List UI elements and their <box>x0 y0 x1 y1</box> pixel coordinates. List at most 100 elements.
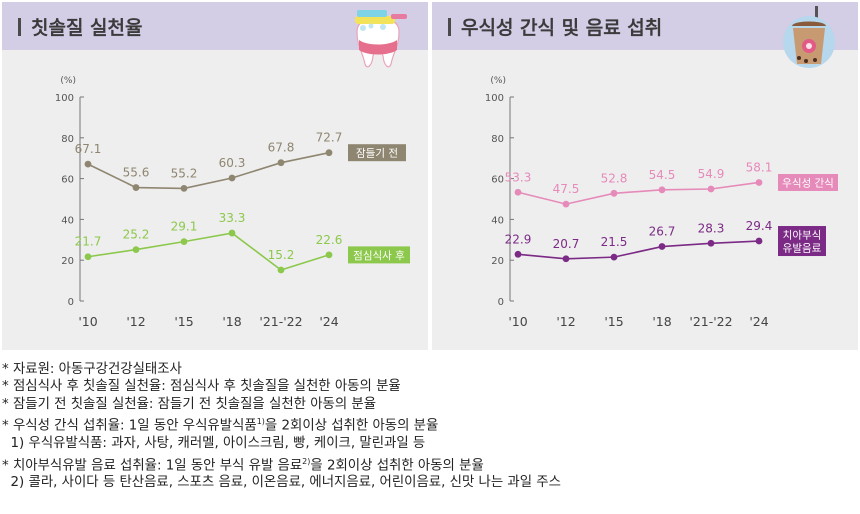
data-label: 54.9 <box>698 167 725 181</box>
toothbrushing-panel: 칫솔질 실천율 0 20 40 60 80 100 (%) '10 '12 '15 '18 '21-'… <box>2 2 428 350</box>
data-point <box>84 253 92 261</box>
data-label: 54.5 <box>649 168 676 182</box>
x-tick-label: '15 <box>174 314 193 329</box>
data-point <box>562 255 570 263</box>
data-label: 33.3 <box>219 211 246 225</box>
y-tick-label: 20 <box>61 256 74 267</box>
legend-box <box>778 226 826 257</box>
x-tick-label: '12 <box>126 314 145 329</box>
data-label: 22.9 <box>505 232 532 246</box>
data-point <box>514 250 522 258</box>
tooth-brush-icon <box>355 10 407 68</box>
data-point <box>325 251 333 259</box>
x-tick-label: '10 <box>508 314 527 329</box>
y-unit-label: (%) <box>60 76 76 86</box>
panel-title: 우식성 간식 및 음료 섭취 <box>448 13 662 40</box>
x-tick-label: '12 <box>556 314 575 329</box>
footnote-line: * 치아부식유발 음료 섭취율: 1일 동안 부식 유발 음료2)을 2회이상 … <box>2 453 858 475</box>
footnote-line: * 점심식사 후 칫솔질 실천율: 점심식사 후 칫솔질을 실천한 아동의 분율 <box>2 379 401 395</box>
data-point <box>180 238 188 246</box>
y-tick-label: 40 <box>61 215 74 226</box>
footnote-ref: 2) <box>302 456 311 466</box>
footnote-text: 을 2회이상 섭취한 아동의 분율 <box>264 418 439 434</box>
legend-label: 유발음료 <box>783 243 822 255</box>
data-label: 55.6 <box>123 166 150 180</box>
footnote-text: * 치아부식유발 음료 섭취율: 1일 동안 부식 유발 음료 <box>2 457 303 473</box>
y-tick-label: 40 <box>491 215 504 226</box>
legend-label: 점심식사 후 <box>353 250 405 262</box>
data-point <box>228 174 236 182</box>
data-label: 29.4 <box>746 219 773 233</box>
data-point <box>707 185 715 193</box>
y-tick-label: 80 <box>61 134 74 145</box>
data-point <box>707 239 715 247</box>
legend-box <box>348 144 406 162</box>
data-point <box>325 149 333 157</box>
footnote-text: 을 2회이상 섭취한 아동의 분율 <box>310 457 484 473</box>
x-tick-label: '24 <box>319 314 338 329</box>
x-tick-label: '15 <box>604 314 623 329</box>
footnote-line: * 자료원: 아동구강건강실태조사 <box>2 362 182 377</box>
snack-drink-chart: 0 20 40 60 80 100 (%) '10 '12 '15 '18 '21-'22 '24 53.… <box>485 76 838 329</box>
data-point <box>277 266 285 274</box>
y-tick-label: 100 <box>485 93 504 104</box>
data-point <box>658 243 666 250</box>
legend-box <box>348 246 410 264</box>
legend-label: 잠들기 전 <box>356 148 398 160</box>
footnotes: * 자료원: 아동구강건강실태조사 * 점심식사 후 칫솔질 실천율: 점심식사 … <box>2 361 858 492</box>
series-line <box>87 232 330 271</box>
series-line <box>517 181 760 205</box>
y-tick-label: 60 <box>61 175 74 186</box>
data-point <box>277 159 285 167</box>
data-point <box>180 184 188 192</box>
data-label: 15.2 <box>268 248 295 262</box>
footnote-text: * 우식성 간식 섭취율: 1일 동안 우식유발식품 <box>2 418 257 434</box>
y-unit-label: (%) <box>490 76 506 86</box>
footnote-line: 2) 콜라, 사이다 등 탄산음료, 스포츠 음료, 이온음료, 에너지음료, … <box>2 475 561 491</box>
data-point <box>658 186 666 194</box>
panel-title: 칫솔질 실천율 <box>18 13 143 40</box>
data-label: 53.3 <box>505 170 532 184</box>
data-point <box>228 229 236 237</box>
data-label: 20.7 <box>553 237 580 251</box>
drink-cup-icon <box>783 6 835 68</box>
panel-header: 우식성 간식 및 음료 섭취 <box>432 2 858 68</box>
data-label: 47.5 <box>553 182 580 196</box>
data-label: 21.5 <box>601 235 628 249</box>
footnote-line: * 잠들기 전 칫솔질 실천율: 잠들기 전 칫솔질을 실천한 아동의 분율 <box>2 396 377 412</box>
data-label: 25.2 <box>123 228 150 242</box>
series-line <box>87 151 330 190</box>
data-point <box>610 253 618 261</box>
x-tick-label: '10 <box>78 314 97 329</box>
data-label: 58.1 <box>746 160 773 174</box>
y-tick-label: 100 <box>55 93 74 104</box>
footnote-line: 1) 우식유발식품: 과자, 사탕, 캐러멜, 아이스크림, 빵, 케이크, 말… <box>2 436 426 452</box>
data-label: 67.8 <box>268 141 295 155</box>
panel-title-text: 우식성 간식 및 음료 섭취 <box>461 17 663 39</box>
data-label: 52.8 <box>601 171 628 185</box>
x-tick-label: '18 <box>222 314 241 329</box>
panel-header: 칫솔질 실천율 <box>2 2 428 68</box>
x-tick-label: '24 <box>749 314 768 329</box>
data-label: 28.3 <box>698 221 725 235</box>
legend-label: 우식성 간식 <box>782 177 834 189</box>
data-label: 60.3 <box>219 156 246 170</box>
footnote-ref: 1) <box>256 417 265 427</box>
data-point <box>84 160 92 168</box>
data-point <box>132 246 140 253</box>
data-point <box>562 200 570 208</box>
panel-title-text: 칫솔질 실천율 <box>31 17 143 39</box>
toothbrushing-chart: 0 20 40 60 80 100 (%) '10 '12 '15 '18 '21-'22 '24 67.… <box>55 76 410 329</box>
y-tick-label: 80 <box>491 134 504 145</box>
data-label: 22.6 <box>316 233 343 247</box>
data-label: 29.1 <box>171 220 198 234</box>
footnote-line: * 우식성 간식 섭취율: 1일 동안 우식유발식품1)을 2회이상 섭취한 아… <box>2 413 858 435</box>
x-tick-label: '18 <box>652 314 671 329</box>
legend-label: 치아부식 <box>783 230 822 242</box>
data-label: 67.1 <box>75 142 102 156</box>
snack-drink-panel: 우식성 간식 및 음료 섭취 0 20 40 60 80 100 (%) '10 '12 '15 '… <box>432 2 858 350</box>
data-label: 26.7 <box>649 225 676 239</box>
data-point <box>132 184 140 191</box>
data-point <box>610 189 618 197</box>
data-label: 21.7 <box>75 235 102 249</box>
